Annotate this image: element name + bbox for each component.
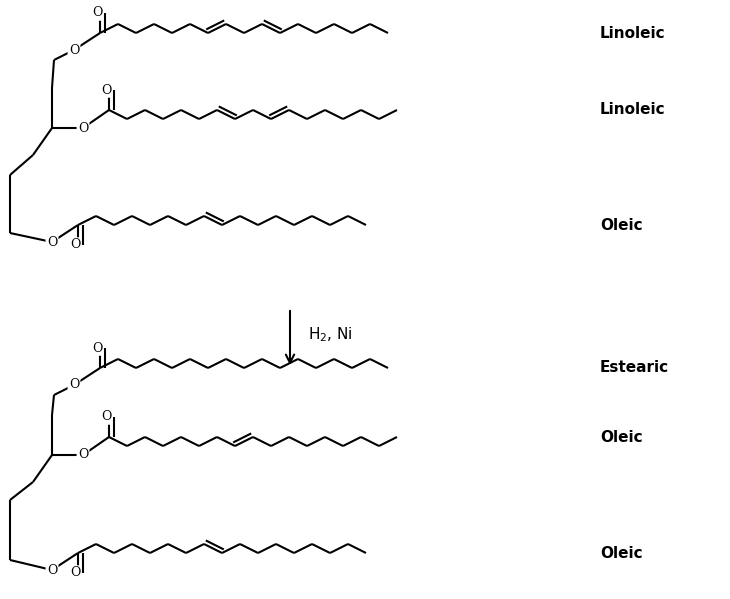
Text: O: O — [47, 235, 57, 249]
Text: Linoleic: Linoleic — [600, 102, 666, 117]
Text: Oleic: Oleic — [600, 217, 642, 232]
Text: O: O — [69, 44, 79, 56]
Text: Oleic: Oleic — [600, 429, 642, 444]
Text: O: O — [70, 567, 80, 579]
Text: O: O — [47, 564, 57, 576]
Text: O: O — [78, 449, 88, 461]
Text: O: O — [101, 410, 111, 423]
Text: O: O — [69, 379, 79, 392]
Text: Linoleic: Linoleic — [600, 26, 666, 41]
Text: H$_2$, Ni: H$_2$, Ni — [308, 326, 353, 344]
Text: Oleic: Oleic — [600, 546, 642, 561]
Text: O: O — [101, 83, 111, 96]
Text: Estearic: Estearic — [600, 361, 669, 376]
Text: O: O — [92, 341, 102, 355]
Text: O: O — [78, 122, 88, 135]
Text: O: O — [92, 7, 102, 20]
Text: O: O — [70, 238, 80, 252]
